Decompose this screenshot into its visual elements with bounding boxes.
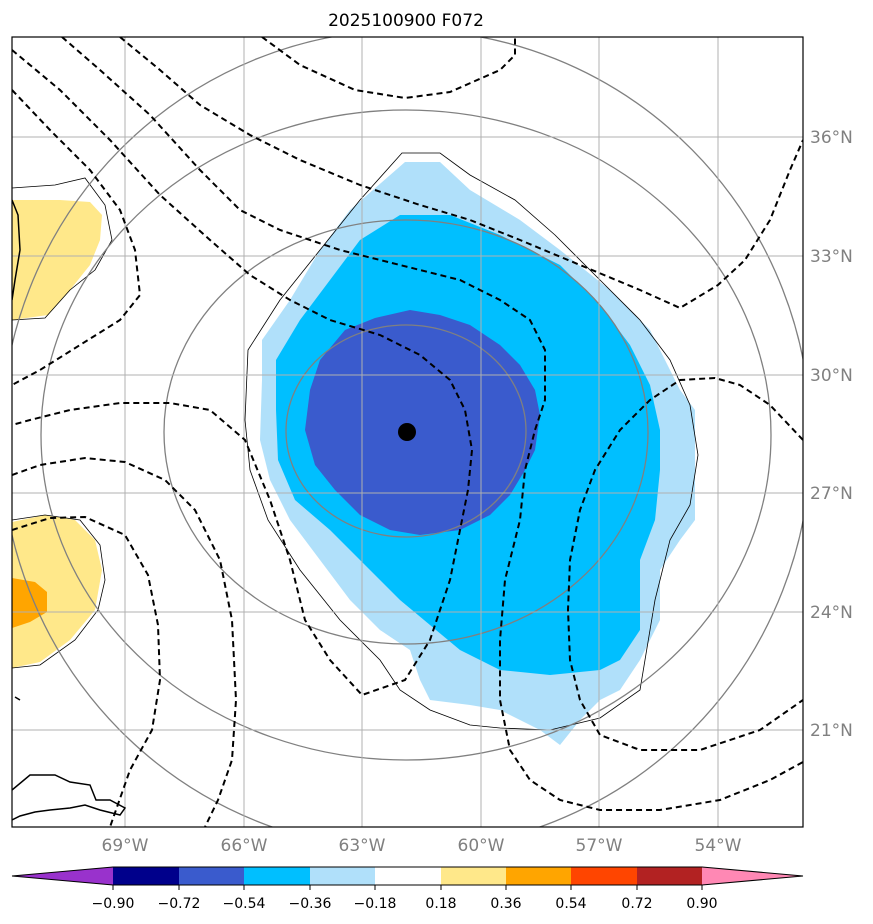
thin-contour-nw — [12, 177, 113, 321]
dashed-contour-2 — [61, 37, 803, 811]
plot-border — [11, 36, 804, 828]
colorbar-tick-label: −0.90 — [92, 896, 135, 912]
colorbar-segment — [441, 867, 506, 885]
colorbar-segment — [179, 867, 244, 885]
dashed-contour-1 — [119, 37, 803, 310]
colorbar-tick-label: 0.36 — [490, 896, 521, 912]
grey-contour-2 — [40, 109, 772, 761]
thin-contour-sw — [12, 514, 106, 669]
shade-pos-light-north — [12, 200, 102, 320]
lon-label: 69°W — [102, 836, 149, 856]
dashed-contour-east — [566, 376, 803, 751]
lat-label: 30°N — [810, 366, 853, 386]
colorbar-segment — [571, 867, 637, 885]
colorbar-tick-label: 0.72 — [621, 896, 652, 912]
lat-label: 21°N — [810, 721, 853, 741]
colorbar-segment — [244, 867, 310, 885]
coastlines — [12, 199, 127, 821]
map-plot-area — [12, 37, 803, 827]
colorbar-segment — [702, 867, 803, 885]
lon-label: 63°W — [339, 836, 386, 856]
longitude-axis: 69°W 66°W 63°W 60°W 57°W 54°W — [102, 836, 742, 856]
colorbar-tick-label: 0.54 — [555, 896, 586, 912]
colorbar-tick-label: −0.18 — [354, 896, 397, 912]
coastline-islands — [12, 774, 127, 821]
shade-pos-light-south — [12, 515, 102, 668]
lon-label: 60°W — [458, 836, 505, 856]
colorbar-tick-label: −0.36 — [289, 896, 332, 912]
dashed-contour-4 — [12, 89, 142, 386]
lat-label: 33°N — [810, 247, 853, 267]
colorbar: −0.90 −0.72 −0.54 −0.36 −0.18 0.18 0.36 … — [11, 866, 804, 912]
latitude-axis: 36°N 33°N 30°N 27°N 24°N 21°N — [810, 128, 853, 741]
lat-label: 24°N — [810, 603, 853, 623]
dashed-contour-3 — [12, 49, 474, 697]
colorbar-tick-label: 0.18 — [425, 896, 456, 912]
dashed-contour-6 — [12, 515, 162, 827]
figure-title: 2025100900 F072 — [328, 11, 484, 31]
grey-contour-inner — [285, 324, 527, 538]
colorbar-tick-label: 0.90 — [686, 896, 717, 912]
shade-pos-medium — [12, 578, 47, 628]
colorbar-segment — [506, 867, 571, 885]
colorbar-segment — [113, 867, 179, 885]
lat-label: 36°N — [810, 128, 853, 148]
colorbar-ticks — [112, 885, 703, 890]
colorbar-segment — [637, 867, 702, 885]
lon-label: 54°W — [695, 836, 742, 856]
grey-contour-3 — [163, 219, 649, 645]
colorbar-segment — [375, 867, 441, 885]
colorbar-tick-label: −0.54 — [223, 896, 266, 912]
dashed-contour-top — [261, 37, 516, 100]
colorbar-tick-label: −0.72 — [158, 896, 201, 912]
colorbar-segment — [12, 867, 113, 885]
storm-center-marker — [398, 423, 416, 441]
lat-label: 27°N — [810, 484, 853, 504]
colorbar-segment — [310, 867, 375, 885]
coastline-northwest — [12, 199, 21, 301]
coastline-islet — [14, 696, 21, 701]
graticule — [12, 37, 803, 827]
lon-label: 66°W — [221, 836, 268, 856]
lon-label: 57°W — [576, 836, 623, 856]
